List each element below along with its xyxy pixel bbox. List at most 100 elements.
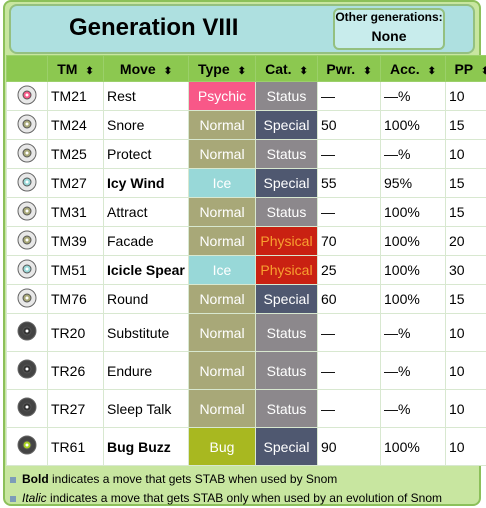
move-row: TR61 Bug Buzz Bug Special 90 100% 10: [6, 427, 486, 466]
accuracy: 100%: [380, 110, 446, 140]
pp: 15: [445, 168, 486, 198]
note-emphasis: Italic: [22, 491, 47, 505]
tm: TM51: [47, 255, 104, 285]
disc-icon: [17, 230, 37, 249]
pp: 10: [445, 313, 486, 352]
accuracy: —%: [380, 139, 446, 169]
other-value[interactable]: None: [371, 28, 407, 44]
pp: 10: [445, 139, 486, 169]
accuracy: —%: [380, 351, 446, 390]
disc-icon: [17, 435, 37, 455]
type: Psychic: [188, 81, 256, 111]
column-header[interactable]: Acc. ⬍: [380, 55, 446, 82]
note-emphasis: Bold: [22, 472, 49, 486]
accuracy: 100%: [380, 427, 446, 466]
accuracy: 100%: [380, 284, 446, 314]
column-header[interactable]: Cat. ⬍: [255, 55, 318, 82]
move[interactable]: Facade: [103, 226, 189, 256]
pp: 10: [445, 427, 486, 466]
move[interactable]: Protect: [103, 139, 189, 169]
type: Normal: [188, 110, 256, 140]
disc-icon: [17, 85, 37, 104]
disc-cell: [6, 284, 48, 314]
accuracy: 100%: [380, 255, 446, 285]
move[interactable]: Icy Wind: [103, 168, 189, 198]
notes: Bold indicates a move that gets STAB whe…: [10, 470, 442, 508]
note-text: indicates a move that gets STAB only whe…: [46, 491, 443, 505]
disc-cell: [6, 81, 48, 111]
power: 60: [317, 284, 381, 314]
sort-icon: ⬍: [163, 65, 173, 77]
disc-icon: [17, 143, 37, 162]
column-label: Acc.: [390, 60, 420, 77]
disc-icon: [17, 172, 37, 191]
sort-icon: ⬍: [237, 65, 247, 77]
category: Special: [255, 284, 318, 314]
power: 50: [317, 110, 381, 140]
power: —: [317, 139, 381, 169]
column-header[interactable]: Type ⬍: [188, 55, 256, 82]
disc-cell: [6, 226, 48, 256]
disc-icon: [17, 321, 37, 341]
move[interactable]: Rest: [103, 81, 189, 111]
power: —: [317, 313, 381, 352]
move[interactable]: Round: [103, 284, 189, 314]
column-label: Move: [119, 60, 156, 77]
type: Normal: [188, 139, 256, 169]
category: Status: [255, 139, 318, 169]
move-row: TR20 Substitute Normal Status — —% 10: [6, 313, 486, 352]
move[interactable]: Endure: [103, 351, 189, 390]
header-row: TM ⬍ Move ⬍ Type ⬍ Cat. ⬍ Pwr. ⬍ Acc. ⬍ PP ⬍: [6, 55, 486, 82]
tm: TR27: [47, 389, 104, 428]
type: Normal: [188, 226, 256, 256]
sort-icon: ⬍: [481, 65, 486, 77]
accuracy: —%: [380, 313, 446, 352]
bullet: [10, 496, 16, 502]
type: Ice: [188, 168, 256, 198]
other-generations: Other generations: None: [333, 8, 445, 50]
move[interactable]: Attract: [103, 197, 189, 227]
move[interactable]: Snore: [103, 110, 189, 140]
move[interactable]: Sleep Talk: [103, 389, 189, 428]
accuracy: 100%: [380, 226, 446, 256]
disc-icon: [17, 201, 37, 220]
tm: TM31: [47, 197, 104, 227]
disc-cell: [6, 197, 48, 227]
move-row: TM51 Icicle Spear Ice Physical 25 100% 30: [6, 255, 486, 285]
move[interactable]: Icicle Spear: [103, 255, 189, 285]
move-row: TR26 Endure Normal Status — —% 10: [6, 351, 486, 390]
disc-icon: [17, 397, 37, 417]
pp: 15: [445, 110, 486, 140]
column-header[interactable]: Pwr. ⬍: [317, 55, 381, 82]
move[interactable]: Bug Buzz: [103, 427, 189, 466]
column-header[interactable]: Move ⬍: [103, 55, 189, 82]
category: Status: [255, 351, 318, 390]
disc-cell: [6, 313, 48, 352]
pp: 20: [445, 226, 486, 256]
pp: 15: [445, 197, 486, 227]
type: Normal: [188, 197, 256, 227]
column-label: Type: [197, 60, 230, 77]
tm: TM76: [47, 284, 104, 314]
accuracy: —%: [380, 389, 446, 428]
bullet: [10, 477, 16, 483]
tm: TM24: [47, 110, 104, 140]
disc-cell: [6, 139, 48, 169]
disc-cell: [6, 351, 48, 390]
power: —: [317, 81, 381, 111]
move-row: TM25 Protect Normal Status — —% 10: [6, 139, 486, 169]
column-label: Pwr.: [326, 60, 356, 77]
pp: 10: [445, 389, 486, 428]
sort-icon: ⬍: [299, 65, 308, 77]
header: Generation VIII Other generations: None: [9, 4, 475, 54]
disc-icon: [17, 359, 37, 379]
move[interactable]: Substitute: [103, 313, 189, 352]
pp: 10: [445, 351, 486, 390]
icon-header: [6, 55, 48, 82]
note: Bold indicates a move that gets STAB whe…: [10, 470, 442, 489]
category: Status: [255, 389, 318, 428]
column-header[interactable]: TM ⬍: [47, 55, 104, 82]
disc-cell: [6, 255, 48, 285]
column-header[interactable]: PP ⬍: [445, 55, 486, 82]
